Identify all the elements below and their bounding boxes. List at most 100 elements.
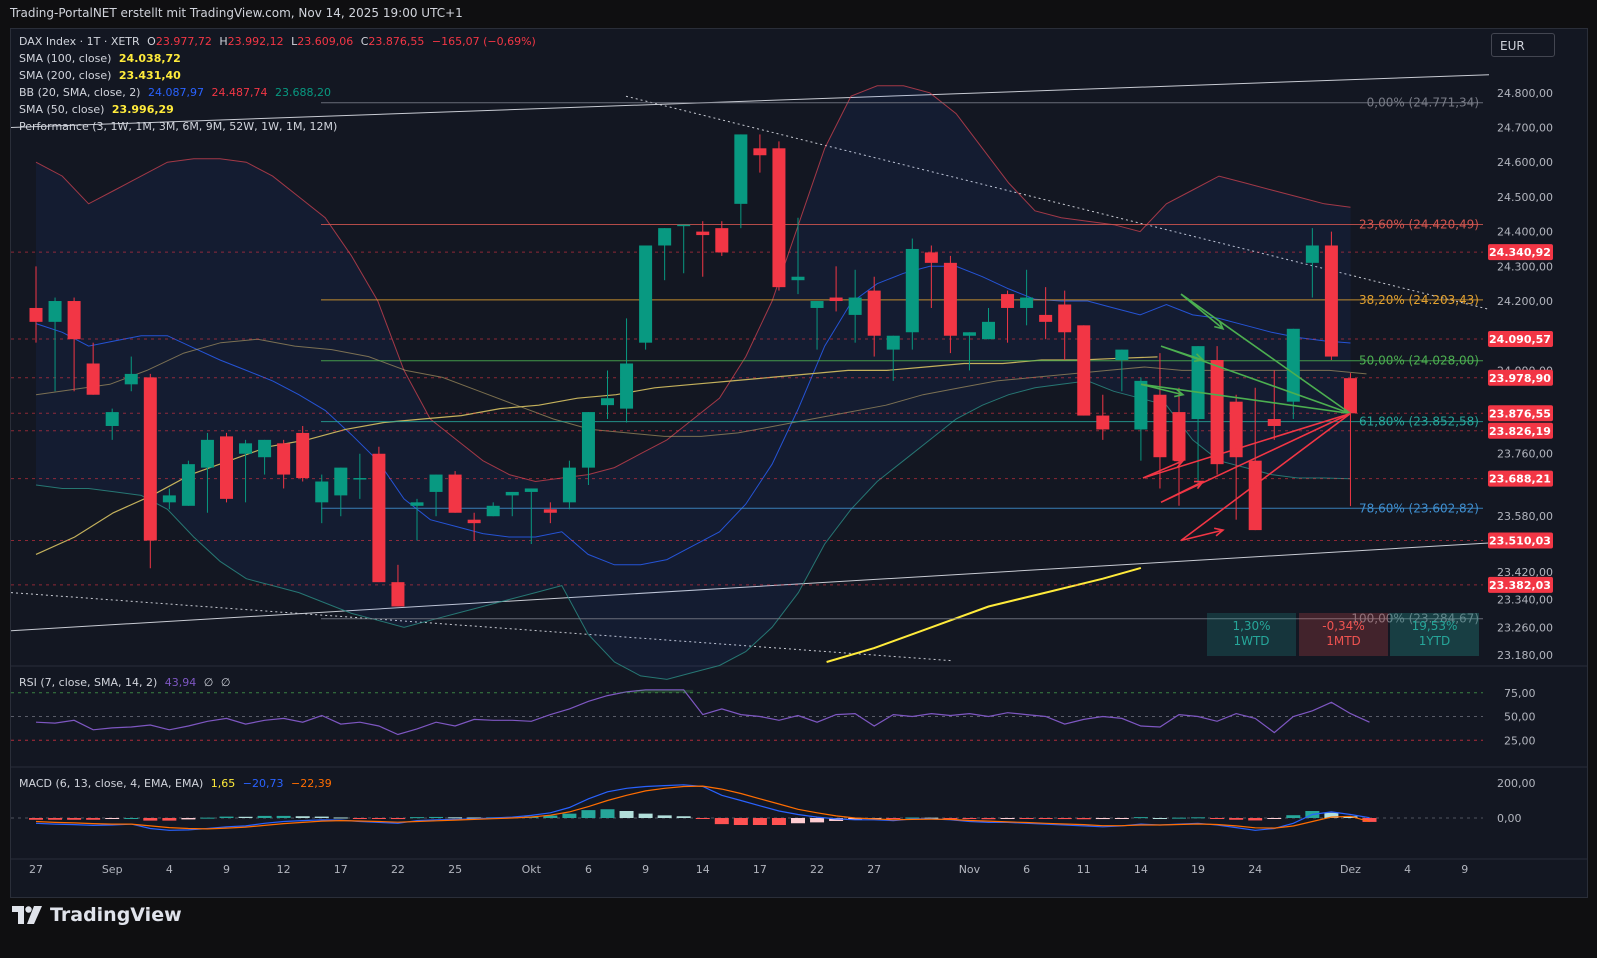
x-tick-label: 6 [1023, 863, 1030, 876]
candle-body [810, 301, 824, 308]
candle [1115, 349, 1129, 392]
legend-macd[interactable]: MACD (6, 13, close, 4, EMA, EMA) 1,65 −2… [19, 777, 336, 790]
candle-body [543, 509, 557, 513]
legend-main[interactable]: DAX Index · 1T · XETR O23.977,72 H23.992… [19, 35, 540, 48]
candle-body [829, 297, 843, 302]
legend-sma200[interactable]: SMA (200, close) 23.431,40 [19, 69, 185, 82]
candle-body [943, 262, 957, 336]
macd-histogram-bar [371, 818, 386, 819]
scenario-arrow-down-head [1193, 480, 1205, 490]
x-tick-label: 12 [277, 863, 291, 876]
macd-line [35, 784, 1370, 831]
candle [143, 373, 157, 569]
macd-histogram-bar [657, 815, 672, 818]
candle-body [124, 373, 138, 385]
legend-performance[interactable]: Performance (3, 1W, 1M, 3M, 6M, 9M, 52W,… [19, 120, 341, 133]
candle-body [562, 467, 576, 503]
candle [962, 332, 976, 371]
y-tick-label: 24.400,00 [1497, 226, 1553, 239]
legend-sma50[interactable]: SMA (50, close) 23.996,29 [19, 103, 178, 116]
performance-1mtd-value: -0,34% [1322, 619, 1365, 633]
macd-histogram-bar [810, 818, 825, 823]
macd-histogram-bar [390, 818, 405, 820]
legend-sma100[interactable]: SMA (100, close) 24.038,72 [19, 52, 185, 65]
macd-histogram-bar [1152, 818, 1167, 819]
candle [48, 297, 62, 392]
candle-body [962, 332, 976, 336]
level-tag-label: 23.688,21 [1489, 473, 1551, 486]
macd-histogram-bar [791, 818, 805, 824]
candle [658, 228, 672, 281]
macd-tick-label: 0,00 [1497, 812, 1522, 825]
rsi-tick-label: 75,00 [1504, 687, 1536, 700]
level-tag-label: 24.340,92 [1489, 246, 1551, 259]
fib-level-label: 100,00% (23.284,67) [1351, 612, 1479, 626]
level-tag [1488, 422, 1553, 439]
level-tag [1488, 470, 1553, 487]
macd-histogram-bar [752, 818, 767, 825]
candle-body [220, 436, 233, 499]
legend-bb-upper: 24.487,74 [211, 86, 268, 99]
performance-1ytd-value: 19,53% [1411, 619, 1458, 633]
candle-body [86, 363, 100, 395]
candle [1267, 370, 1281, 440]
candle-body [258, 439, 272, 458]
y-tick-label: 24.600,00 [1497, 156, 1553, 169]
bollinger-lower-line [35, 380, 1351, 680]
tradingview-brand[interactable]: TradingView [12, 902, 182, 928]
candle [296, 425, 310, 482]
candle-body [1115, 349, 1129, 361]
legend-macd-value: 1,65 [210, 777, 236, 790]
macd-histogram-bar [1114, 818, 1129, 819]
legend-macd-signal: −20,73 [242, 777, 284, 790]
currency-selector[interactable]: EUR [1491, 33, 1555, 57]
x-tick-label: 27 [867, 863, 881, 876]
x-tick-label: 4 [1404, 863, 1411, 876]
candle [1210, 346, 1224, 475]
legend-l-label: L [291, 35, 298, 48]
macd-histogram-bar [429, 816, 444, 818]
scenario-arrow-up-head [1214, 320, 1225, 330]
macd-histogram-bar [1248, 818, 1263, 821]
sma200-line [826, 566, 1142, 663]
legend-o-label: O [147, 35, 156, 48]
chart-canvas[interactable]: 24.800,00 24.700,00 24.600,00 24.500,00 24.4… [11, 29, 1587, 897]
macd-histogram-bar [733, 818, 748, 825]
macd-histogram-bar [1324, 812, 1339, 818]
candle [239, 439, 253, 503]
tradingview-logo-icon [12, 906, 42, 924]
bollinger-upper-line [35, 85, 1351, 483]
macd-histogram-bar [1038, 818, 1053, 819]
trend-line-upper-channel [11, 74, 1490, 128]
candle [905, 238, 919, 350]
x-tick-label: 19 [1191, 863, 1205, 876]
legend-h-label: H [219, 35, 228, 48]
legend-rsi-extra1: ∅ [203, 676, 214, 689]
performance-1ytd-label: 1YTD [1418, 634, 1451, 648]
macd-histogram-bar [943, 818, 958, 819]
legend-open: 23.977,72 [155, 35, 212, 48]
x-tick-label: Dez [1340, 863, 1361, 876]
macd-histogram-bar [1286, 815, 1301, 818]
legend-rsi[interactable]: RSI (7, close, SMA, 14, 2) 43,94 ∅ ∅ [19, 676, 234, 689]
candle [162, 488, 176, 510]
candle [734, 134, 748, 229]
macd-histogram-bar [924, 817, 939, 819]
y-tick-label: 24.700,00 [1497, 121, 1553, 134]
candle [1343, 373, 1357, 507]
candle [429, 474, 443, 517]
candle [105, 408, 119, 440]
fib-level-label: 38,20% (24.203,43) [1359, 293, 1479, 307]
macd-histogram-bar [1172, 817, 1186, 819]
candle [867, 276, 881, 357]
macd-histogram-bar [86, 818, 101, 820]
candle [1191, 346, 1205, 489]
candle [124, 356, 138, 392]
fib-level-label: 78,60% (23.602,82) [1359, 501, 1479, 515]
scenario-arrow-up [1160, 345, 1351, 415]
legend-rsi-value: 43,94 [164, 676, 197, 689]
candle [829, 266, 843, 312]
legend-bb[interactable]: BB (20, SMA, close, 2) 24.087,97 24.487,… [19, 86, 335, 99]
chart-frame[interactable]: 24.800,00 24.700,00 24.600,00 24.500,00 24.4… [10, 28, 1588, 898]
candle-body [1134, 380, 1148, 430]
